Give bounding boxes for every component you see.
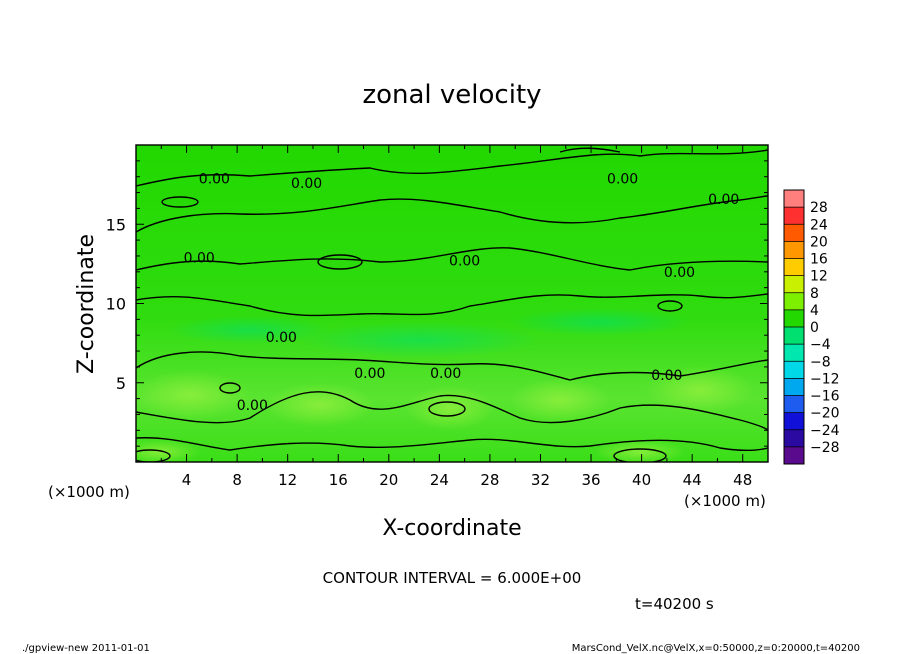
- plot-area: 0.00 0.00 0.00 0.00 0.00 0.00 0.00 0.00 0.00 0.00…: [136, 145, 768, 462]
- x-tick-label: 4: [182, 471, 192, 489]
- contour-label: 0.00: [708, 192, 739, 208]
- contour-interval-text: CONTOUR INTERVAL = 6.000E+00: [323, 569, 582, 587]
- y-axis-ticks: 5 10 15: [106, 144, 768, 463]
- y-tick-label: 15: [106, 215, 126, 234]
- contour-label: 0.00: [430, 366, 461, 382]
- colorbar-swatch: [784, 275, 804, 294]
- chart-title: zonal velocity: [362, 80, 541, 110]
- colorbar-swatch: [784, 258, 804, 277]
- y-axis-label: Z-coordinate: [74, 234, 99, 374]
- contour-label: 0.00: [291, 176, 322, 192]
- colorbar-swatch: [784, 292, 804, 311]
- colorbar-swatch: [784, 241, 804, 259]
- x-unit-right: (×1000 m): [684, 492, 766, 510]
- colorbar-level-label: 4: [810, 303, 819, 319]
- contour-label: 0.00: [237, 398, 268, 414]
- colorbar-swatch: [784, 190, 804, 208]
- y-tick-label: 5: [116, 374, 126, 393]
- contour-labels: 0.00 0.00 0.00 0.00 0.00 0.00 0.00 0.00 0.00 0.00…: [184, 171, 740, 414]
- x-tick-label: 8: [232, 471, 242, 489]
- x-tick-label: 20: [379, 471, 398, 489]
- contour-label: 0.00: [651, 368, 682, 384]
- contour-lines: [136, 147, 768, 462]
- x-tick-label: 44: [683, 471, 702, 489]
- y-tick-label: 10: [106, 295, 126, 314]
- colorbar-level-label: 12: [810, 269, 828, 285]
- colorbar-level-label: −16: [810, 389, 840, 405]
- colorbar-swatch: [784, 361, 804, 379]
- footer-right-text: MarsCond_VelX.nc@VelX,x=0:50000,z=0:2000…: [572, 643, 860, 654]
- colorbar-swatch: [784, 344, 804, 362]
- colorbar-level-label: 20: [810, 234, 828, 250]
- footer-left-text: ./gpview-new 2011-01-01: [22, 643, 150, 654]
- contour-label: 0.00: [266, 330, 297, 346]
- x-unit-left: (×1000 m): [48, 483, 130, 501]
- contour-label: 0.00: [184, 251, 215, 267]
- colorbar-level-label: −24: [810, 423, 840, 439]
- contour-label: 0.00: [607, 171, 638, 187]
- colorbar-level-label: 8: [810, 286, 819, 302]
- colorbar-swatch: [784, 207, 804, 225]
- x-tick-label: 12: [278, 471, 297, 489]
- x-tick-label: 28: [480, 471, 499, 489]
- colorbar-level-label: 16: [810, 252, 828, 268]
- x-axis-label: X-coordinate: [382, 516, 521, 541]
- contour-label: 0.00: [354, 366, 385, 382]
- x-tick-label: 16: [329, 471, 348, 489]
- x-tick-label: 48: [733, 471, 752, 489]
- colorbar-swatch: [784, 327, 804, 345]
- colorbar-swatch: [784, 446, 804, 465]
- colorbar-swatch: [784, 224, 804, 242]
- colorbar-swatch: [784, 309, 804, 328]
- x-tick-label: 32: [531, 471, 550, 489]
- x-tick-label: 24: [430, 471, 449, 489]
- x-tick-label: 40: [632, 471, 651, 489]
- contour-label: 0.00: [449, 254, 480, 270]
- colorbar-level-label: 0: [810, 320, 819, 336]
- x-tick-label: 36: [581, 471, 600, 489]
- colorbar-level-label: 24: [810, 217, 828, 233]
- x-axis-ticks: 4 8 12 16 20 24 28 32 36 40 44 48: [135, 145, 769, 489]
- colorbar-level-label: −28: [810, 440, 840, 456]
- colorbar-swatch: [784, 378, 804, 396]
- colorbar-level-label: −20: [810, 406, 840, 422]
- colorbar-level-label: −4: [810, 337, 831, 353]
- time-annotation: t=40200 s: [635, 595, 714, 613]
- colorbar-swatch: [784, 412, 804, 431]
- colorbar-level-label: −8: [810, 354, 831, 370]
- contour-label: 0.00: [664, 265, 695, 281]
- field-highlights: [136, 308, 755, 462]
- colorbar-level-label: 28: [810, 200, 828, 216]
- contour-label: 0.00: [199, 171, 230, 187]
- colorbar-level-label: −12: [810, 371, 840, 387]
- colorbar-swatch: [784, 429, 804, 448]
- colorbar-swatch: [784, 395, 804, 414]
